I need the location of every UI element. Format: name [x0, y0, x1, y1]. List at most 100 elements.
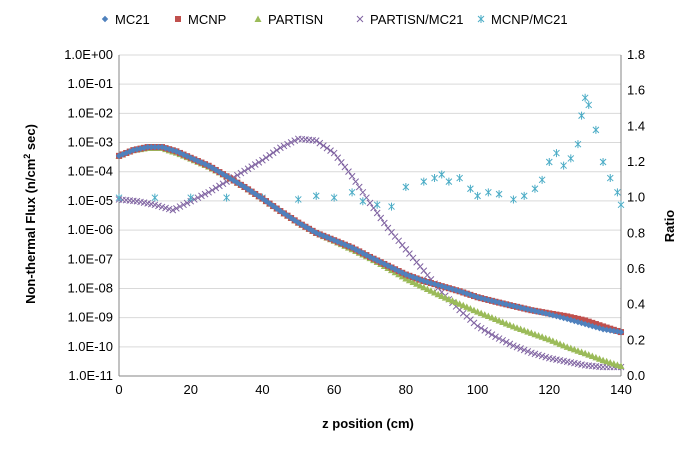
data-point [423, 285, 431, 293]
data-point [524, 306, 531, 313]
data-point [546, 311, 553, 318]
y-left-tick-label: 1.0E-07 [67, 251, 113, 266]
data-point [348, 188, 356, 197]
data-point [355, 183, 363, 191]
y-left-tick-label: 1.0E-11 [68, 368, 113, 383]
legend-marker [477, 15, 485, 23]
data-point [513, 343, 521, 351]
data-point [208, 186, 216, 194]
data-point [427, 287, 435, 294]
data-point [617, 328, 625, 336]
data-point [398, 272, 406, 280]
data-point [291, 137, 299, 144]
x-tick-label: 0 [115, 382, 122, 397]
data-point [524, 348, 532, 355]
y-right-tick-label: 0.2 [627, 332, 645, 347]
data-point [366, 199, 374, 207]
data-point [495, 335, 503, 342]
data-point [126, 148, 133, 155]
data-point [262, 154, 270, 162]
data-point [402, 274, 410, 282]
data-point [223, 193, 230, 202]
data-point [420, 283, 428, 291]
y-left-tick-label: 1.0E-08 [67, 280, 113, 295]
legend-marker [175, 16, 181, 22]
y-left-tick-label: 1.0E-06 [67, 222, 113, 237]
data-point [506, 321, 514, 328]
data-point [441, 294, 449, 301]
data-point [484, 188, 492, 197]
data-point [528, 306, 535, 314]
data-point [155, 143, 162, 151]
legend-entry: PARTISN [254, 12, 323, 27]
data-point [438, 292, 446, 300]
data-point [148, 143, 155, 151]
axes [118, 55, 622, 377]
x-tick-label: 20 [183, 382, 197, 397]
y-left-tick-label: 1.0E-01 [67, 76, 113, 91]
data-point [205, 188, 212, 196]
data-point [348, 172, 356, 180]
data-point [180, 201, 187, 209]
data-point [183, 199, 191, 207]
data-point [459, 301, 467, 309]
data-point [277, 144, 284, 152]
data-point [607, 327, 614, 334]
data-point [388, 202, 395, 211]
y-axis-left-title-sup: 2 [22, 154, 32, 159]
data-point [312, 137, 320, 144]
data-point [115, 193, 123, 202]
data-point [585, 100, 593, 109]
data-point [492, 315, 499, 322]
legend-label: PARTISN/MC21 [370, 12, 463, 27]
y-left-tick-label: 1.0E-03 [67, 135, 113, 150]
data-point [294, 195, 302, 204]
y-right-tick-label: 1.0 [627, 190, 645, 205]
data-point [467, 184, 474, 193]
x-tick-label: 100 [467, 382, 489, 397]
legend-entry: PARTISN/MC21 [356, 12, 463, 27]
series-mc21 [115, 143, 625, 336]
y-axis-right-title: Ratio [662, 210, 677, 243]
data-point [255, 159, 263, 166]
data-point [173, 205, 180, 212]
data-point [592, 125, 600, 134]
data-point [431, 174, 438, 183]
data-point [477, 324, 485, 332]
data-point [456, 174, 463, 183]
data-point [377, 214, 385, 222]
data-point [337, 159, 345, 166]
series-mcnp-mc21 [115, 93, 625, 211]
data-point [316, 139, 324, 147]
data-point [420, 177, 428, 186]
data-point [481, 326, 489, 334]
data-point [553, 149, 560, 158]
data-point [492, 333, 499, 341]
y-axis-left-title: Non-thermal Flux (n/cm2 sec) [22, 124, 38, 304]
data-point [241, 167, 248, 175]
legend-entry: MC21 [101, 12, 150, 27]
data-point [405, 276, 413, 284]
data-point [474, 191, 481, 200]
y-right-tick-label: 0.0 [627, 368, 645, 383]
data-point [345, 168, 352, 175]
data-point [520, 305, 528, 312]
data-point [237, 169, 245, 177]
legend-marker [254, 15, 262, 22]
data-point [431, 289, 439, 296]
data-point [269, 149, 277, 157]
data-point [201, 190, 209, 198]
tick-labels: 1.0E-11 1.0E-10 1.0E-09 1.0E-08 1.0E-07 1.0E-… [64, 47, 645, 397]
data-point [585, 318, 592, 325]
data-point [380, 219, 388, 227]
y-left-tick-label: 1.0E-02 [67, 105, 113, 120]
data-point [502, 338, 510, 346]
data-point [495, 316, 503, 324]
data-point [564, 315, 571, 323]
data-point [466, 304, 474, 312]
data-point [474, 322, 481, 330]
data-point [484, 329, 492, 336]
data-point [499, 318, 507, 325]
data-point [578, 111, 585, 120]
